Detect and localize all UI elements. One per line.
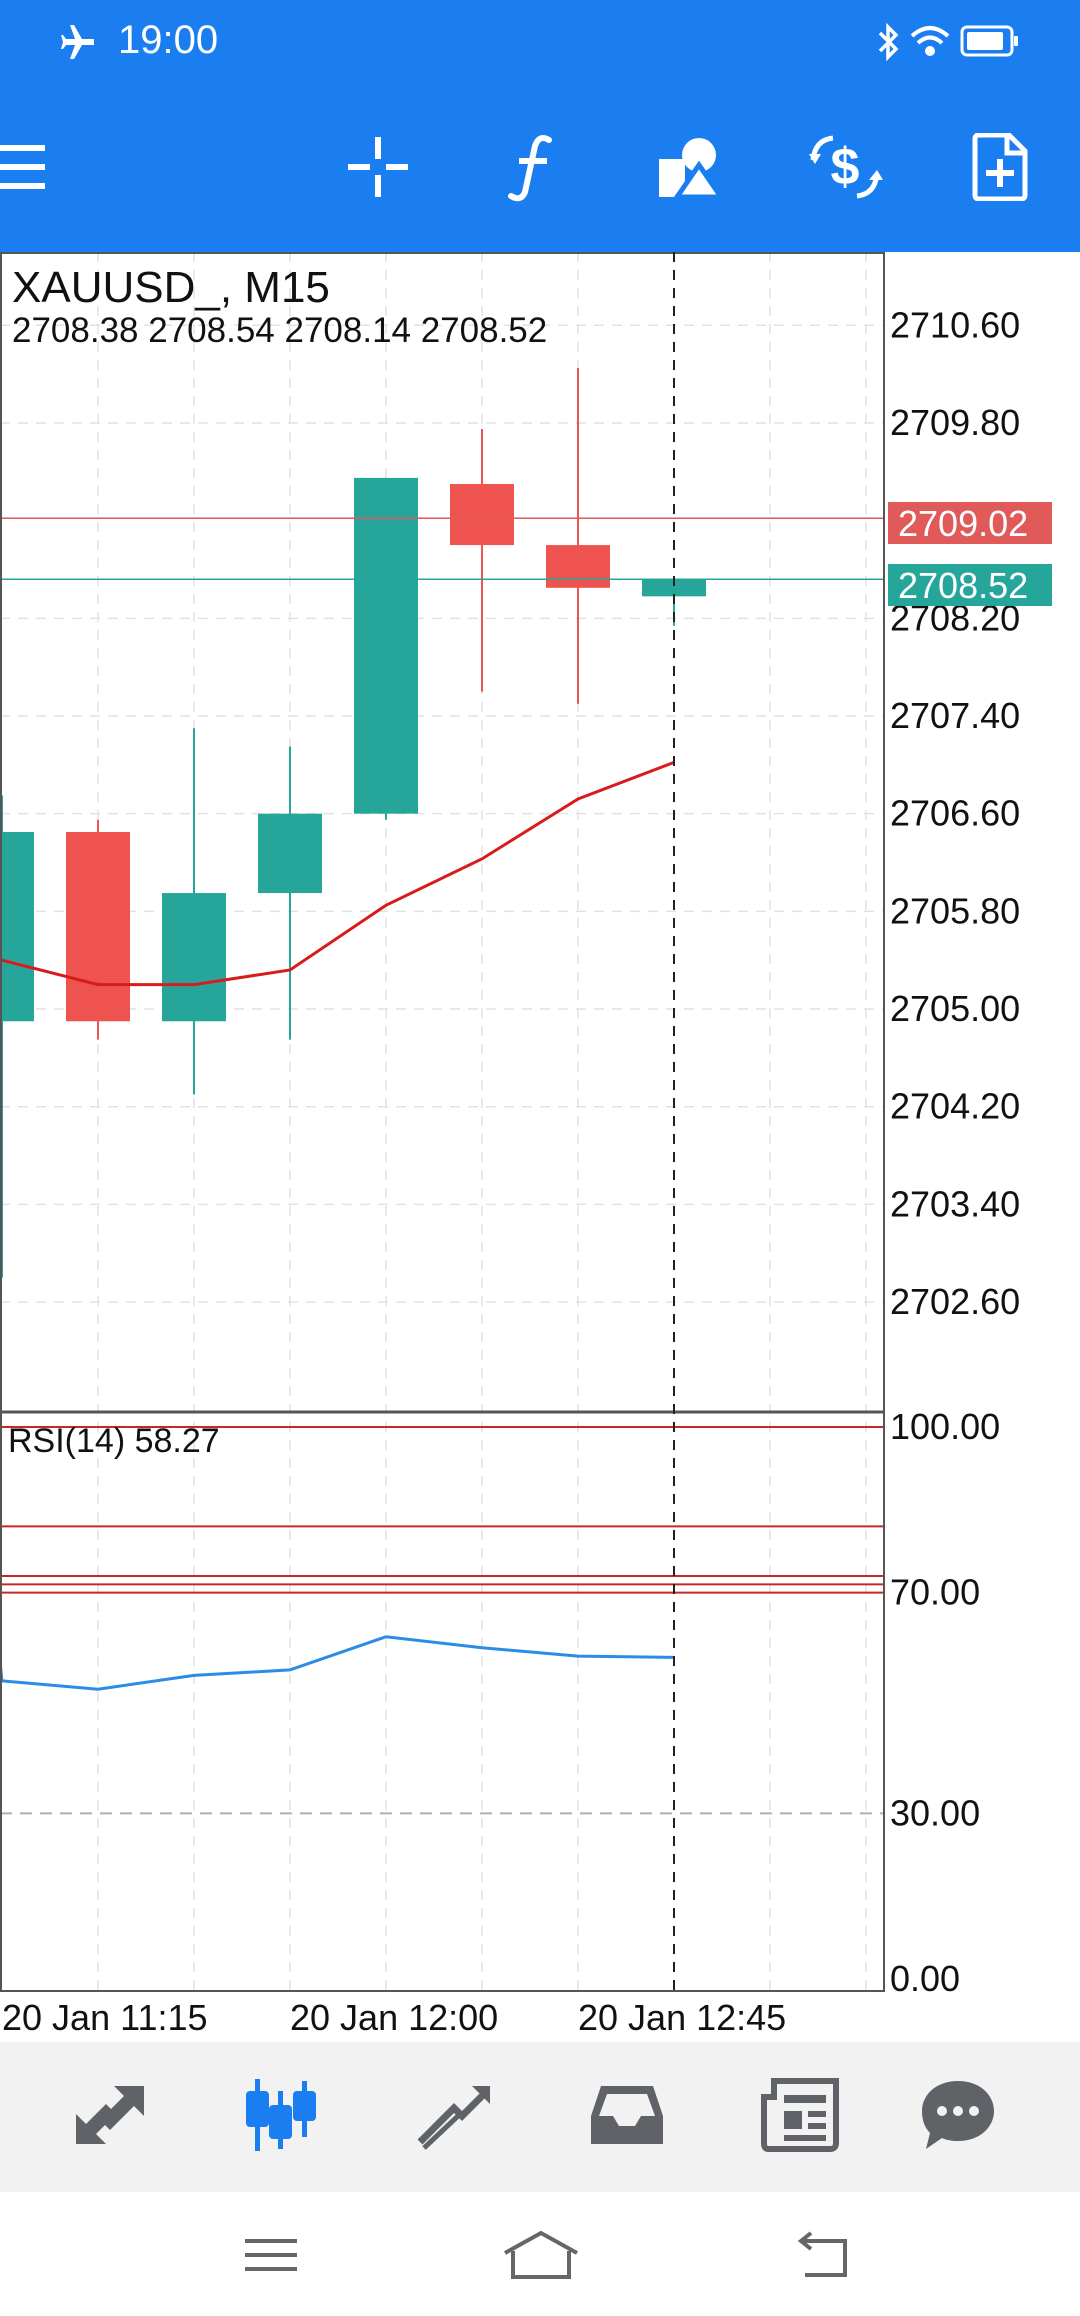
chart-tab[interactable] (226, 2067, 336, 2167)
crosshair-icon (346, 135, 410, 204)
quotes-arrows-icon (70, 2080, 150, 2155)
time-axis[interactable]: 20 Jan 11:15 20 Jan 12:00 20 Jan 12:45 (2, 1997, 786, 2038)
chart-toolbar: $ (0, 84, 1080, 252)
system-menu-button[interactable] (216, 2212, 326, 2302)
chart-border (0, 252, 885, 1992)
home-icon (501, 2229, 581, 2286)
new-order-button[interactable] (955, 124, 1045, 214)
messages-tab[interactable] (903, 2067, 1013, 2167)
indicators-button[interactable] (488, 124, 578, 214)
rsi-line-group (0, 1635, 675, 1691)
symbol-button[interactable]: $ (800, 124, 890, 214)
price-axis[interactable]: 2710.602709.802708.202707.402706.602705.… (890, 304, 1020, 1322)
ask-price-label: 2709.02 (898, 503, 1028, 544)
bid-price-tag-bg (888, 564, 1052, 606)
airplane-icon (58, 22, 98, 67)
chart-area[interactable]: 2710.60 2709.80 2708.20 2707.40 2706.60 2705.… (0, 252, 1080, 2042)
function-f-icon (505, 132, 561, 207)
candle-bull (354, 477, 418, 814)
shapes-icon (655, 135, 726, 204)
svg-text:$: $ (831, 138, 860, 196)
time-tick-label: 20 Jan 12:00 (290, 1997, 498, 2038)
status-bar: 19:00 (0, 0, 1080, 84)
rsi-tick-label: 0.00 (890, 1958, 960, 1999)
price-tick-label: 2702.60 (890, 1281, 1020, 1322)
price-tick-label: 2705.00 (890, 988, 1020, 1029)
candles (0, 368, 706, 1278)
system-home-button[interactable] (486, 2212, 596, 2302)
candle-bull (162, 893, 226, 1022)
candlestick-icon (241, 2077, 321, 2158)
system-nav-bar (0, 2192, 1080, 2316)
bid-price-tag: 2708.52 (888, 564, 1052, 606)
rsi-tick-label: 70.00 (890, 1572, 980, 1613)
quotes-tab[interactable] (55, 2067, 165, 2167)
rsi-tick-label: 30.00 (890, 1792, 980, 1833)
price-tick-label: 2710.60 (890, 304, 1020, 345)
chart-canvas[interactable]: 2710.602709.802708.202707.402706.602705.… (0, 252, 1080, 2042)
candle-bull (0, 832, 34, 1022)
rsi-label: RSI(14) 58.27 (8, 1422, 220, 1460)
bid-price-label: 2708.52 (898, 565, 1028, 606)
price-tick-label: 2705.80 (890, 890, 1020, 931)
candle-bull (258, 813, 322, 894)
candle-bull (642, 579, 706, 597)
candle-bear (450, 484, 514, 546)
chart-grid (0, 252, 884, 1992)
crosshair-button[interactable] (333, 124, 423, 214)
symbol-label: XAUUSD_, M15 (12, 263, 330, 312)
system-back-button[interactable] (770, 2212, 880, 2302)
status-time: 19:00 (118, 18, 219, 62)
price-tick-label: 2707.40 (890, 695, 1020, 736)
news-tab[interactable] (745, 2067, 855, 2167)
trade-tab[interactable] (399, 2067, 509, 2167)
rsi-level-lines (0, 1426, 884, 1815)
chat-bubble-icon (918, 2077, 998, 2158)
app-header: 19:00 (0, 0, 1080, 252)
candle-bear (546, 545, 610, 588)
price-tick-label: 2706.60 (890, 793, 1020, 834)
price-tick-label: 2704.20 (890, 1086, 1020, 1127)
trend-up-icon (414, 2080, 494, 2155)
battery-icon (960, 24, 1020, 63)
dollar-cycle-icon: $ (807, 132, 883, 207)
price-tick-label: 2709.80 (890, 402, 1020, 443)
new-document-icon (971, 132, 1029, 206)
menu-icon (243, 2233, 299, 2282)
history-tab[interactable] (572, 2067, 682, 2167)
rsi-line (0, 1635, 675, 1691)
candle-bear (66, 832, 130, 1022)
time-tick-label: 20 Jan 12:45 (578, 1997, 786, 2038)
hamburger-icon (0, 141, 45, 198)
wifi-icon (908, 20, 952, 65)
rsi-tick-label: 100.00 (890, 1406, 1000, 1447)
ohlc-label: 2708.38 2708.54 2708.14 2708.52 (12, 311, 547, 350)
chart-frame (0, 252, 885, 1992)
objects-button[interactable] (645, 124, 735, 214)
bluetooth-icon (876, 22, 902, 67)
price-lines (0, 517, 884, 580)
time-tick-label: 20 Jan 11:15 (2, 1997, 208, 2038)
price-tick-label: 2703.40 (890, 1183, 1020, 1224)
rsi-axis[interactable]: 100.00 70.00 30.00 0.00 (890, 1406, 1000, 1999)
ask-price-tag-bg (888, 502, 1052, 544)
ask-price-tag: 2709.02 (888, 502, 1052, 544)
bottom-nav (0, 2042, 1080, 2192)
menu-button[interactable] (0, 124, 60, 214)
newspaper-icon (760, 2077, 840, 2158)
back-icon (795, 2230, 855, 2284)
inbox-icon (587, 2080, 667, 2155)
ma-line (1, 760, 675, 987)
